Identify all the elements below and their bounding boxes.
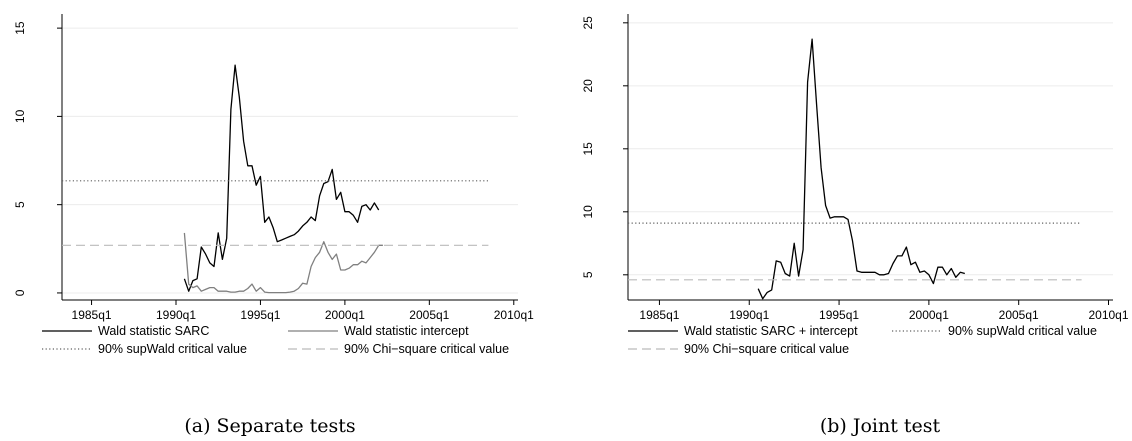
x-tick-label: 2000q1 <box>325 308 365 322</box>
x-tick-label: 2010q1 <box>1088 308 1128 322</box>
x-tick-label: 1995q1 <box>819 308 859 322</box>
x-tick-label: 1990q1 <box>156 308 196 322</box>
x-tick-label: 2000q1 <box>909 308 949 322</box>
series-line-1 <box>183 232 383 294</box>
y-tick-label: 20 <box>581 79 595 93</box>
x-tick-label: 1990q1 <box>729 308 769 322</box>
panel-caption: (a) Separate tests <box>184 415 355 437</box>
panel-caption: (b) Joint test <box>820 415 941 437</box>
y-tick-label: 15 <box>581 142 595 156</box>
legend-label-3: 90% Chi−square critical value <box>344 342 509 356</box>
x-tick-label: 1985q1 <box>72 308 112 322</box>
legend-label-0: Wald statistic SARC <box>98 324 209 338</box>
y-tick-label: 25 <box>581 16 595 30</box>
legend-label-2: 90% supWald critical value <box>98 342 247 356</box>
y-tick-label: 10 <box>13 109 27 123</box>
x-tick-label: 2005q1 <box>999 308 1039 322</box>
panel-a: 0 5 10 15 1985q1 1990q1 1995q1 2000q1 2005q1 2010… <box>13 14 534 437</box>
series-line-0 <box>183 64 380 292</box>
y-tick-label: 10 <box>581 205 595 219</box>
legend-label-2: 90% Chi−square critical value <box>684 342 849 356</box>
legend-label-1: 90% supWald critical value <box>948 324 1097 338</box>
series-line-0 <box>757 38 965 300</box>
y-tick-label: 5 <box>13 201 27 208</box>
legend-label-1: Wald statistic intercept <box>344 324 469 338</box>
panel-b: 5 10 15 20 25 1985q1 1990q1 1995q1 2000q1 2005q1 2… <box>581 14 1129 437</box>
x-tick-label: 1985q1 <box>639 308 679 322</box>
y-tick-label: 15 <box>13 21 27 35</box>
x-tick-label: 2005q1 <box>409 308 449 322</box>
x-tick-label: 1995q1 <box>240 308 280 322</box>
legend-label-0: Wald statistic SARC + intercept <box>684 324 858 338</box>
x-tick-label: 2010q1 <box>494 308 534 322</box>
y-tick-label: 5 <box>581 271 595 278</box>
y-tick-label: 0 <box>13 289 27 296</box>
